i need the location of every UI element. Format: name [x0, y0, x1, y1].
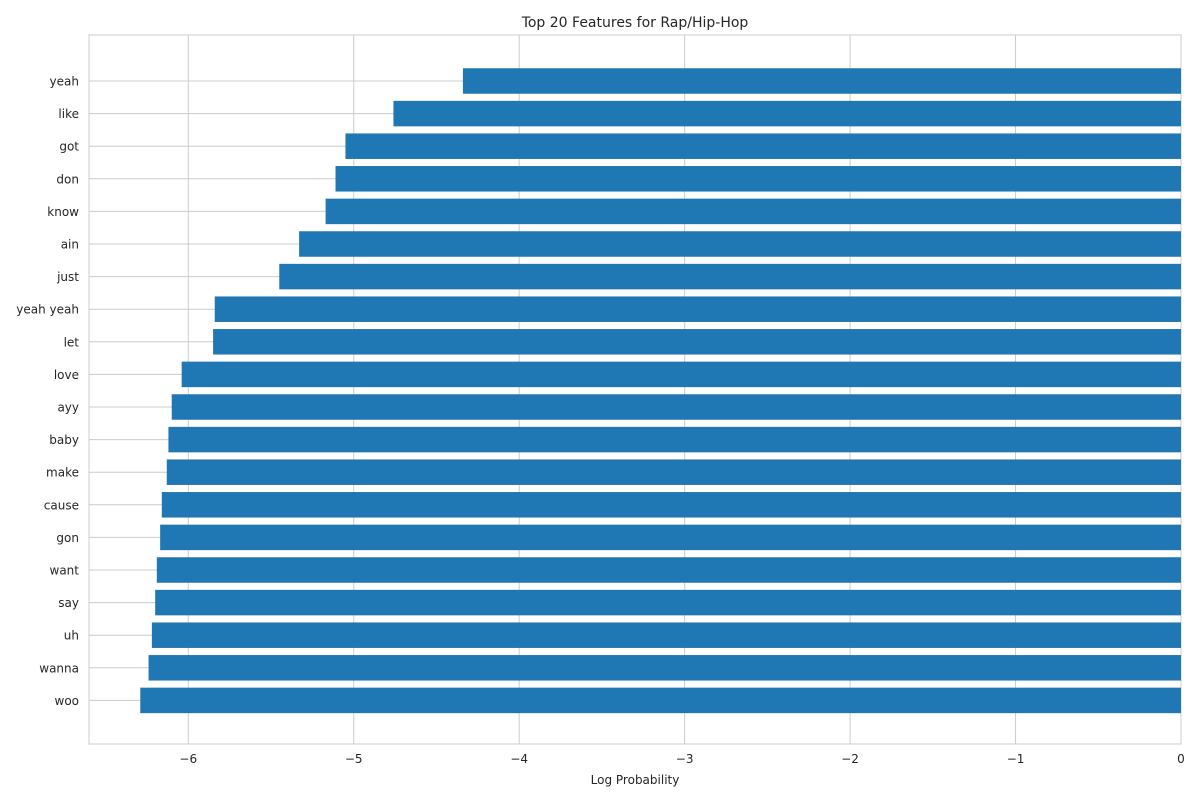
y-tick-label: woo — [55, 694, 80, 708]
y-tick-label: cause — [44, 498, 79, 512]
x-tick-label: −2 — [841, 752, 859, 766]
bar-woo — [140, 687, 1182, 714]
y-tick-label: say — [58, 596, 79, 610]
bar-yeah-yeah — [214, 296, 1181, 322]
y-tick-label: ain — [61, 238, 79, 252]
bar-cause — [161, 492, 1182, 518]
x-tick-label: −5 — [345, 752, 363, 766]
bar-let — [213, 329, 1181, 355]
bar-yeah — [462, 68, 1182, 94]
bar-baby — [168, 426, 1181, 453]
bar-uh — [151, 622, 1182, 648]
y-tick-label: yeah yeah — [16, 303, 79, 317]
y-tick-label: want — [50, 564, 80, 578]
y-tick-label: baby — [49, 433, 79, 447]
bar-love — [181, 361, 1181, 388]
bar-ayy — [171, 394, 1181, 420]
y-tick-label: let — [64, 335, 80, 349]
bar-just — [279, 263, 1182, 290]
bar-don — [335, 166, 1181, 192]
bar-got — [345, 133, 1181, 159]
bar-gon — [160, 524, 1182, 551]
bar-ain — [299, 231, 1181, 257]
y-tick-label: know — [47, 205, 79, 219]
bar-want — [156, 557, 1181, 583]
y-tick-label: like — [58, 107, 79, 121]
chart-title: Top 20 Features for Rap/Hip-Hop — [521, 15, 749, 31]
x-tick-label: −4 — [510, 752, 528, 766]
y-tick-label: yeah — [50, 75, 79, 89]
x-axis-label: Log Probability — [591, 773, 680, 787]
bar-know — [325, 198, 1182, 225]
y-tick-label: just — [56, 270, 79, 284]
y-tick-labels: yeah like got don know ain just yeah yeah let lov… — [16, 75, 79, 708]
y-tick-label: got — [59, 140, 79, 154]
y-tick-label: ayy — [57, 401, 79, 415]
x-tick-label: −1 — [1007, 752, 1025, 766]
y-tick-label: don — [56, 172, 79, 186]
y-tick-label: uh — [64, 629, 79, 643]
bar-say — [155, 589, 1181, 616]
y-tick-label: love — [54, 368, 79, 382]
y-tick-label: gon — [56, 531, 79, 545]
bar-make — [166, 459, 1181, 485]
bar-wanna — [148, 655, 1182, 681]
plot-area-frame — [88, 34, 1182, 745]
x-tick-label: 0 — [1177, 752, 1185, 766]
x-tick-label: −6 — [179, 752, 197, 766]
x-tick-label: −3 — [676, 752, 694, 766]
y-tick-label: wanna — [39, 661, 79, 675]
x-tick-labels: −6 −5 −4 −3 −2 −1 0 — [179, 752, 1184, 766]
bar-like — [393, 100, 1181, 127]
bars-layer — [140, 68, 1182, 714]
y-tick-label: make — [46, 466, 79, 480]
